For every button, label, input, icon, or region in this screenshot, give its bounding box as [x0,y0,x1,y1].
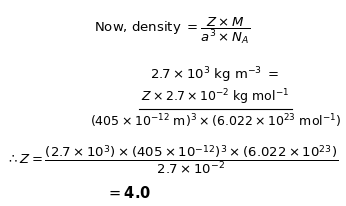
Text: $= \mathbf{4.0}$: $= \mathbf{4.0}$ [106,185,151,200]
Text: Now, density $= \dfrac{Z \times M}{a^3 \times N_A}$: Now, density $= \dfrac{Z \times M}{a^3 \… [94,15,251,46]
Text: $Z \times 2.7 \times 10^{-2}$ kg mol$^{-1}$: $Z \times 2.7 \times 10^{-2}$ kg mol$^{-… [142,87,290,107]
Text: $2.7 \times 10^3$ kg m$^{-3}$ $=$: $2.7 \times 10^3$ kg m$^{-3}$ $=$ [150,65,280,85]
Text: $(405 \times 10^{-12}$ m$)^3 \times (6.022 \times 10^{23}$ mol$^{-1})$: $(405 \times 10^{-12}$ m$)^3 \times (6.0… [90,112,341,129]
Text: $\therefore Z = \dfrac{(2.7 \times 10^3) \times (405 \times 10^{-12})^3 \times (: $\therefore Z = \dfrac{(2.7 \times 10^3)… [6,142,338,175]
